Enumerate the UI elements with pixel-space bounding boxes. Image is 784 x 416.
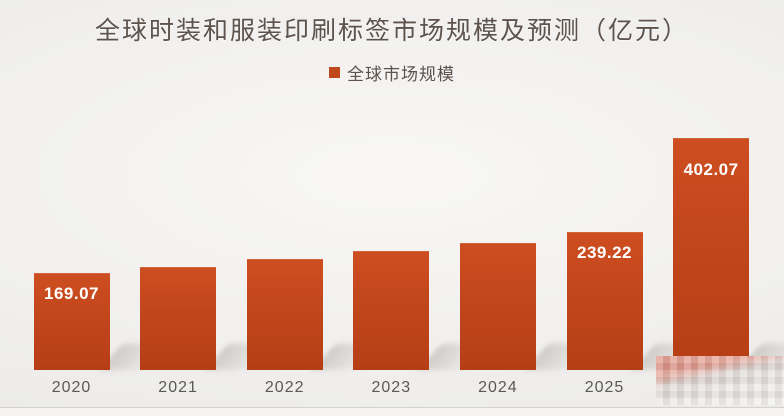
- x-axis-label-2024: 2024: [478, 379, 518, 396]
- bar-2020: 169.07: [33, 273, 110, 370]
- censor-mosaic: [656, 356, 784, 405]
- x-axis-label-2020: 2020: [51, 379, 92, 396]
- x-axis-label-2025: 2025: [584, 379, 625, 396]
- bar-2022: [246, 259, 323, 370]
- x-axis-label-2021: 2021: [158, 379, 198, 396]
- legend-label: 全球市场规模: [347, 64, 455, 85]
- bar-2021: [140, 267, 217, 370]
- bar-2025: 239.22: [566, 232, 643, 370]
- legend: 全球市场规模: [0, 62, 784, 85]
- bar-2023: [353, 251, 430, 370]
- chart-title: 全球时装和服装印刷标签市场规模及预测（亿元）: [94, 16, 689, 45]
- bottom-divider: [0, 407, 784, 408]
- bar-2024: [459, 243, 536, 370]
- x-axis-label-2022: 2022: [264, 379, 305, 396]
- bottom-strip: [0, 408, 784, 416]
- bar-forecast-last: 402.07: [673, 138, 750, 370]
- x-axis-label-2023: 2023: [371, 379, 412, 396]
- bar-value-label: 402.07: [683, 160, 739, 179]
- bar-value-label: 239.22: [577, 243, 632, 262]
- legend-marker-icon: [329, 66, 340, 78]
- bar-value-label: 169.07: [44, 284, 99, 303]
